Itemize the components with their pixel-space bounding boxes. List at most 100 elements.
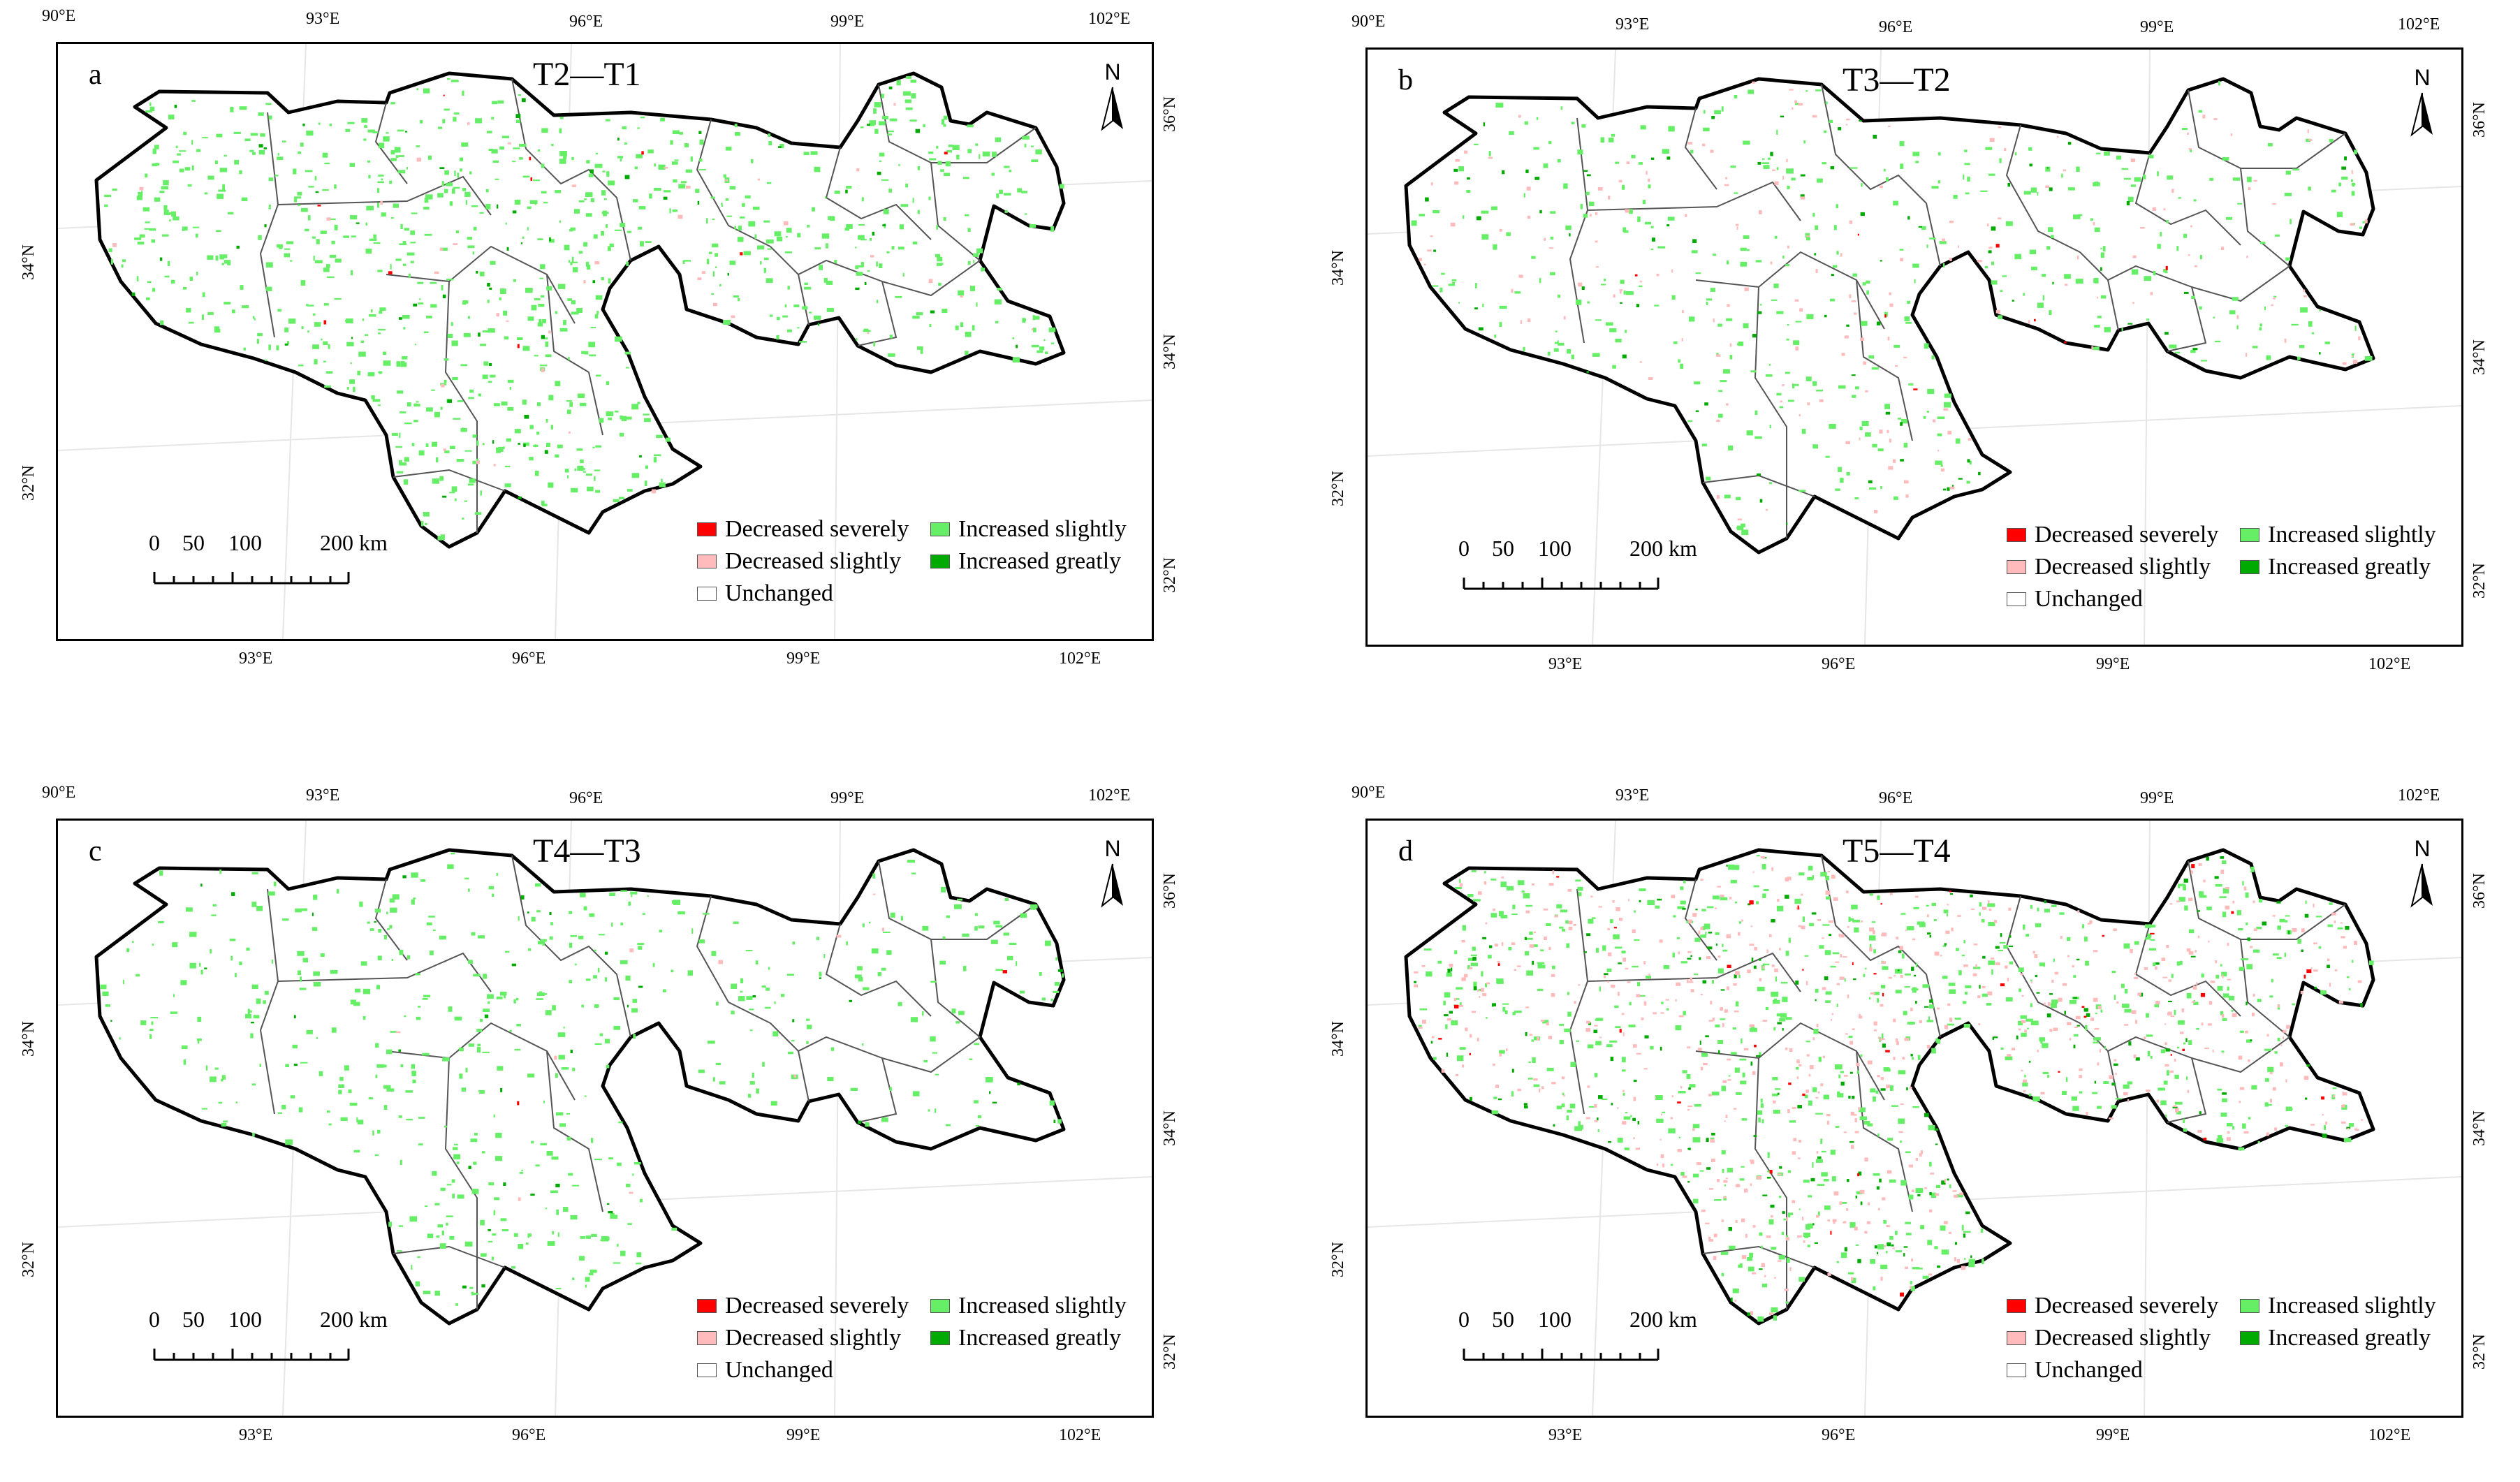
change-pixel — [446, 279, 454, 281]
change-pixel — [2097, 1106, 2102, 1109]
change-pixel — [2232, 1126, 2235, 1130]
change-pixel — [493, 403, 500, 406]
change-pixel — [312, 927, 318, 931]
change-pixel — [189, 962, 196, 969]
change-pixel — [488, 1228, 491, 1231]
change-pixel — [1864, 1231, 1868, 1234]
change-pixel — [2111, 1105, 2117, 1109]
change-pixel — [1748, 903, 1751, 906]
change-pixel — [312, 912, 314, 916]
change-pixel — [607, 246, 611, 251]
change-pixel — [428, 155, 432, 160]
change-pixel — [2042, 295, 2044, 301]
change-pixel — [874, 129, 879, 134]
change-pixel — [1720, 989, 1725, 991]
change-pixel — [1483, 122, 1486, 126]
change-pixel — [967, 261, 971, 265]
right-lat-tick: 32°N — [1160, 557, 1179, 593]
change-pixel — [2274, 1127, 2278, 1131]
change-pixel — [1845, 441, 1850, 444]
change-pixel — [1868, 355, 1875, 359]
change-pixel — [1640, 125, 1646, 130]
change-pixel — [318, 1071, 323, 1076]
change-pixel — [1836, 204, 1838, 209]
change-pixel — [200, 969, 203, 975]
change-pixel — [439, 167, 445, 169]
change-pixel — [2066, 1077, 2068, 1082]
change-pixel — [2124, 1024, 2129, 1026]
change-pixel — [1869, 944, 1872, 949]
change-pixel — [2354, 325, 2357, 331]
change-pixel — [1773, 284, 1779, 288]
change-pixel — [1730, 879, 1737, 883]
change-pixel — [613, 1262, 621, 1264]
change-pixel — [1762, 893, 1766, 898]
change-pixel — [297, 191, 302, 196]
change-pixel — [715, 266, 717, 269]
change-pixel — [1037, 351, 1041, 353]
change-pixel — [387, 928, 390, 930]
change-pixel — [992, 1101, 997, 1103]
change-pixel — [2131, 1010, 2137, 1014]
change-pixel — [481, 1284, 485, 1288]
change-pixel — [1943, 408, 1949, 411]
change-pixel — [1722, 949, 1728, 952]
change-pixel — [2100, 295, 2107, 299]
change-pixel — [556, 1209, 559, 1215]
change-pixel — [608, 1211, 613, 1214]
change-pixel — [529, 457, 534, 461]
change-pixel — [2008, 946, 2014, 947]
scale-bar-line — [153, 1349, 350, 1361]
change-pixel — [2300, 307, 2308, 313]
change-pixel — [1784, 1289, 1789, 1291]
change-pixel — [1833, 1220, 1836, 1224]
change-pixel — [1543, 908, 1548, 911]
change-pixel — [2076, 166, 2080, 173]
change-pixel — [1868, 935, 1876, 941]
change-pixel — [152, 944, 154, 946]
change-pixel — [1726, 403, 1729, 406]
change-pixel — [1907, 216, 1910, 220]
change-pixel — [2089, 920, 2093, 924]
change-pixel — [411, 1071, 416, 1076]
change-pixel — [500, 1087, 503, 1092]
change-pixel — [643, 413, 650, 416]
change-pixel — [1837, 1093, 1844, 1098]
change-pixel — [1895, 1250, 1902, 1253]
legend-label: Decreased slightly — [2035, 554, 2211, 580]
change-pixel — [786, 236, 788, 238]
change-pixel — [1589, 201, 1595, 207]
change-pixel — [569, 402, 573, 407]
change-pixel — [1525, 951, 1530, 956]
change-pixel — [2100, 252, 2104, 258]
change-pixel — [2276, 957, 2282, 960]
change-pixel — [468, 1043, 474, 1047]
change-pixel — [608, 1157, 613, 1160]
change-pixel — [2099, 1049, 2101, 1053]
change-pixel — [1880, 1077, 1884, 1080]
change-pixel — [1643, 961, 1646, 964]
change-pixel — [1682, 309, 1684, 314]
change-pixel — [594, 1004, 599, 1008]
change-pixel — [1929, 1161, 1932, 1167]
change-pixel — [138, 192, 142, 198]
change-pixel — [620, 890, 627, 892]
change-pixel — [1682, 908, 1686, 910]
change-pixel — [620, 159, 622, 162]
legend-item: Unchanged — [2007, 1357, 2143, 1384]
change-pixel — [2093, 1037, 2101, 1041]
change-pixel — [674, 159, 679, 161]
change-pixel — [580, 459, 584, 464]
change-pixel — [2144, 924, 2151, 928]
change-pixel — [1963, 1233, 1966, 1238]
change-pixel — [353, 1002, 360, 1006]
change-pixel — [659, 482, 666, 487]
change-pixel — [410, 242, 416, 244]
change-pixel — [1650, 1046, 1654, 1050]
change-pixel — [1472, 957, 1477, 961]
change-pixel — [757, 245, 765, 250]
change-pixel — [1836, 1004, 1838, 1007]
change-pixel — [569, 942, 573, 948]
change-pixel — [2343, 1092, 2347, 1096]
change-pixel — [1866, 290, 1869, 295]
